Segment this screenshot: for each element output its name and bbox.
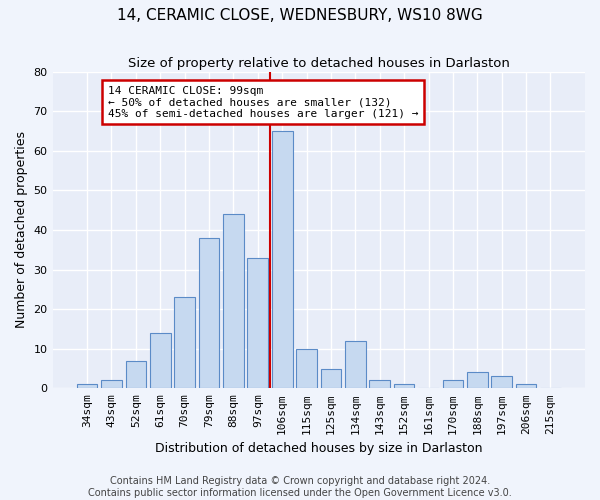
Bar xyxy=(77,384,97,388)
Bar xyxy=(150,333,170,388)
Text: Contains HM Land Registry data © Crown copyright and database right 2024.
Contai: Contains HM Land Registry data © Crown c… xyxy=(88,476,512,498)
X-axis label: Distribution of detached houses by size in Darlaston: Distribution of detached houses by size … xyxy=(155,442,482,455)
Text: 14 CERAMIC CLOSE: 99sqm
← 50% of detached houses are smaller (132)
45% of semi-d: 14 CERAMIC CLOSE: 99sqm ← 50% of detache… xyxy=(108,86,418,118)
Bar xyxy=(320,368,341,388)
Text: 14, CERAMIC CLOSE, WEDNESBURY, WS10 8WG: 14, CERAMIC CLOSE, WEDNESBURY, WS10 8WG xyxy=(117,8,483,22)
Bar xyxy=(443,380,463,388)
Bar xyxy=(467,372,488,388)
Bar xyxy=(491,376,512,388)
Bar xyxy=(296,348,317,389)
Y-axis label: Number of detached properties: Number of detached properties xyxy=(15,132,28,328)
Bar xyxy=(174,298,195,388)
Bar xyxy=(394,384,415,388)
Bar xyxy=(101,380,122,388)
Bar xyxy=(272,131,293,388)
Bar xyxy=(515,384,536,388)
Bar xyxy=(223,214,244,388)
Bar xyxy=(345,341,366,388)
Bar xyxy=(370,380,390,388)
Bar xyxy=(199,238,220,388)
Title: Size of property relative to detached houses in Darlaston: Size of property relative to detached ho… xyxy=(128,58,510,70)
Bar xyxy=(125,360,146,388)
Bar xyxy=(247,258,268,388)
